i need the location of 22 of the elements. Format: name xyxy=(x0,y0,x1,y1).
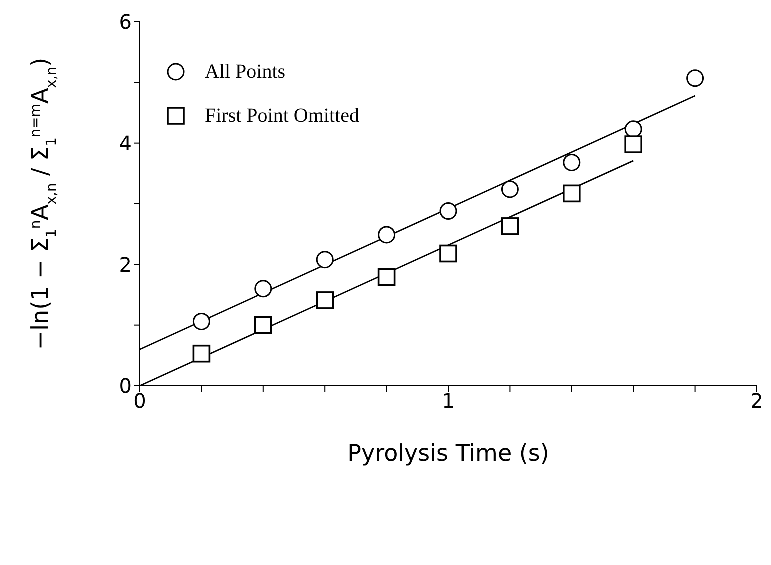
x-tick-label: 2 xyxy=(750,389,764,414)
point xyxy=(316,292,334,310)
point xyxy=(192,344,211,363)
point xyxy=(192,312,210,330)
legend-label: All Points xyxy=(205,60,286,84)
point xyxy=(501,218,520,236)
point xyxy=(254,316,272,334)
y-tick-label: 0 xyxy=(119,374,132,398)
point xyxy=(440,244,458,263)
point xyxy=(440,202,458,220)
y-tick-label: 4 xyxy=(119,131,132,156)
point xyxy=(624,136,642,154)
legend-label: First Point Omitted xyxy=(205,104,360,128)
x-axis-title: Pyrolysis Time (s) xyxy=(348,441,550,467)
point xyxy=(254,280,272,298)
x-tick-label: 1 xyxy=(442,389,455,414)
point xyxy=(378,268,396,286)
y-tick-label: 2 xyxy=(119,252,132,277)
y-tick-label: 6 xyxy=(119,10,132,34)
point xyxy=(563,184,581,203)
point xyxy=(378,226,396,244)
point xyxy=(316,251,334,269)
